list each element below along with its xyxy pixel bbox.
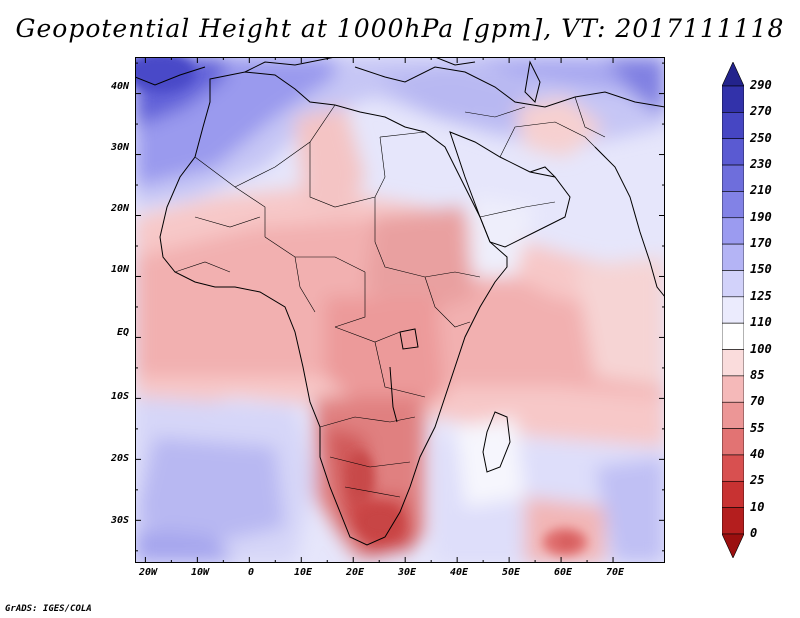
lat-label: 20N (110, 203, 129, 214)
colorbar-swatch (722, 349, 744, 377)
colorbar-swatch (722, 191, 744, 219)
colorbar-swatch (722, 112, 744, 140)
colorbar-swatch (722, 296, 744, 324)
lat-label: EQ (116, 327, 129, 338)
lon-label: 10W (190, 567, 210, 578)
lon-label: 30E (397, 567, 417, 578)
colorbar-swatch (722, 270, 744, 298)
colorbar-level-label: 250 (750, 130, 772, 145)
colorbar-level-label: 100 (750, 341, 772, 356)
colorbar-level-label: 0 (750, 526, 758, 540)
lat-label: 30N (110, 142, 129, 153)
colorbar-swatch (722, 322, 744, 350)
lat-label: 40N (110, 81, 129, 92)
colorbar-swatch (722, 138, 744, 166)
colorbar-swatch (722, 85, 744, 113)
colorbar-bottom-arrow (722, 533, 744, 558)
lat-label: 10N (110, 264, 129, 275)
lon-label: 60E (553, 567, 573, 578)
colorbar-swatch (722, 243, 744, 271)
colorbar-swatch (722, 217, 744, 245)
colorbar-level-label: 55 (750, 420, 765, 435)
colorbar-swatch (722, 454, 744, 482)
map-plot (135, 57, 665, 563)
colorbar-level-label: 190 (750, 209, 772, 224)
colorbar-swatch (722, 428, 744, 456)
colorbar-level-label: 125 (750, 288, 772, 303)
colorbar-swatch (722, 507, 744, 535)
colorbar-level-label: 85 (750, 367, 765, 382)
lon-label: 0 (247, 567, 255, 578)
colorbar-swatch (722, 375, 744, 403)
colorbar-level-label: 70 (750, 394, 765, 409)
lat-label: 30S (110, 515, 129, 526)
colorbar-level-label: 25 (750, 473, 765, 488)
colorbar-level-label: 110 (750, 315, 772, 330)
lon-label: 40E (449, 567, 469, 578)
colorbar-swatch (722, 164, 744, 192)
map-panel: 40N 30N 20N 10N EQ 10S 20S 30S 20W 10W 0… (111, 57, 665, 578)
colorbar-level-label: 210 (750, 183, 772, 198)
colorbar (722, 62, 744, 558)
lat-label: 10S (110, 391, 129, 402)
colorbar-level-label: 170 (750, 236, 772, 251)
colorbar-level-label: 230 (750, 157, 772, 172)
colorbar-level-label: 40 (750, 446, 765, 461)
colorbar-level-label: 150 (750, 262, 772, 277)
credit-text: GrADS: IGES/COLA (5, 604, 92, 614)
colorbar-top-arrow (722, 62, 744, 87)
colorbar-level-label: 10 (750, 499, 765, 514)
lon-label: 20E (345, 567, 365, 578)
colorbar-level-label: 290 (750, 78, 772, 92)
colorbar-level-label: 270 (750, 104, 772, 119)
lon-label: 50E (501, 567, 521, 578)
lon-label: 10E (293, 567, 313, 578)
country-borders (174, 96, 606, 498)
map-title: Geopotential Height at 1000hPa [gpm], VT… (15, 14, 785, 43)
lat-label: 20S (110, 453, 129, 464)
lon-label: 70E (605, 567, 625, 578)
colorbar-swatch (722, 401, 744, 429)
colorbar-swatch (722, 480, 744, 508)
lon-label: 20W (138, 567, 158, 578)
map-frame (135, 57, 665, 563)
